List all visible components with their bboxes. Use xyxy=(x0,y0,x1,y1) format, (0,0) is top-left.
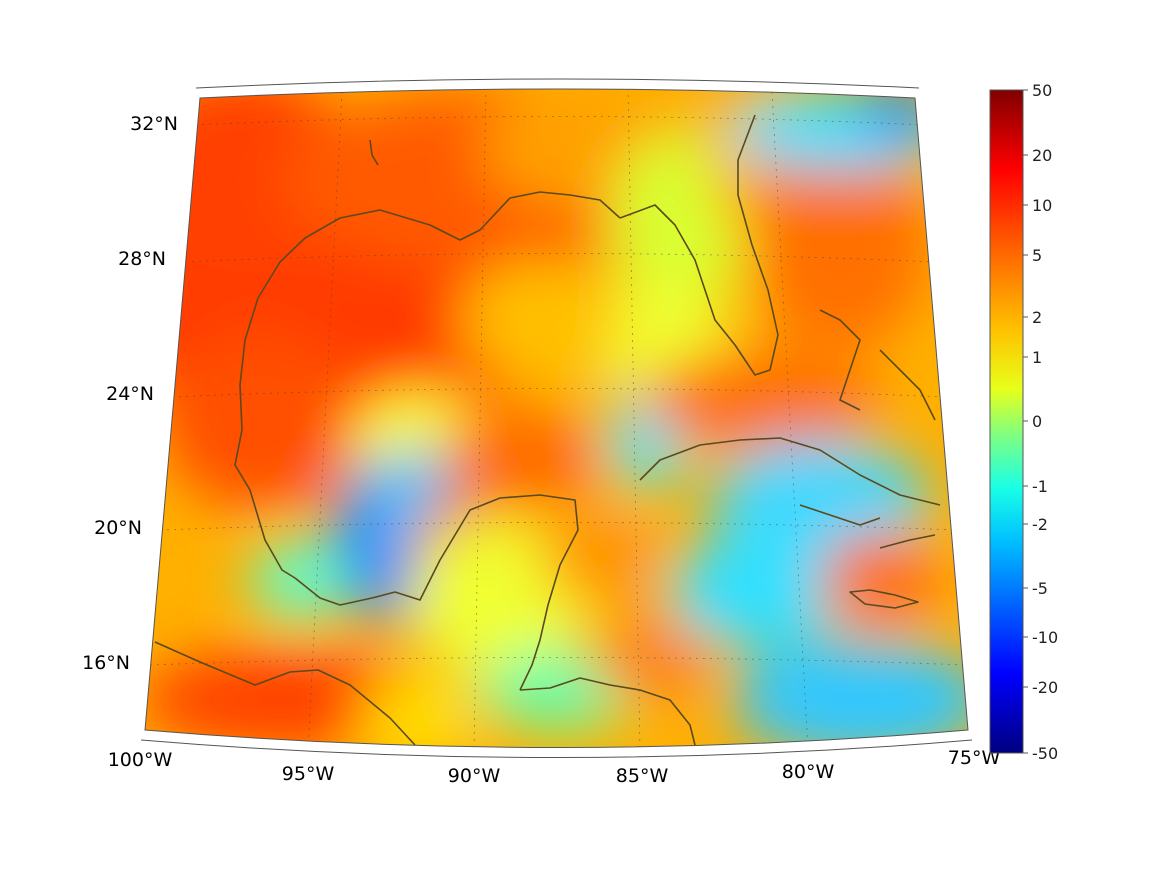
lon-label-75w: 75°W xyxy=(948,747,1001,769)
longitude-labels: 100°W 95°W 90°W 85°W 80°W 75°W xyxy=(108,747,1001,787)
colorbar-tick-label: -1 xyxy=(1032,477,1048,496)
lat-label-20n: 20°N xyxy=(94,517,142,539)
colorbar-tick-label: -10 xyxy=(1032,628,1058,647)
lat-label-16n: 16°N xyxy=(82,652,130,674)
colorbar-gradient xyxy=(989,89,1024,754)
colorbar-tick-label: 0 xyxy=(1032,412,1042,431)
colorbar-tick-label: 50 xyxy=(1032,81,1052,100)
lat-label-28n: 28°N xyxy=(118,248,166,270)
colorbar-tick-label: -50 xyxy=(1032,744,1058,763)
colorbar-tick-label: 2 xyxy=(1032,308,1042,327)
lon-label-95w: 95°W xyxy=(282,763,335,785)
lat-label-32n: 32°N xyxy=(130,113,178,135)
colorbar-tick-label: -5 xyxy=(1032,579,1048,598)
colorbar-tick-label: 1 xyxy=(1032,348,1042,367)
latitude-labels: 32°N 28°N 24°N 20°N 16°N xyxy=(82,113,178,674)
coastlines xyxy=(154,114,941,746)
lon-label-80w: 80°W xyxy=(782,761,835,783)
colorbar-tick-label: 10 xyxy=(1032,196,1052,215)
lon-label-85w: 85°W xyxy=(616,765,669,787)
lon-label-90w: 90°W xyxy=(448,765,501,787)
lat-label-24n: 24°N xyxy=(106,383,154,405)
colorbar-tick-label: 5 xyxy=(1032,246,1042,265)
graticule xyxy=(149,89,968,748)
map-frame xyxy=(144,88,969,748)
lon-label-100w: 100°W xyxy=(108,749,173,771)
data-field xyxy=(145,89,968,748)
colorbar-tick-label: -2 xyxy=(1032,515,1048,534)
colorbar-tick-label: -20 xyxy=(1032,678,1058,697)
colorbar-tick-label: 20 xyxy=(1032,146,1052,165)
